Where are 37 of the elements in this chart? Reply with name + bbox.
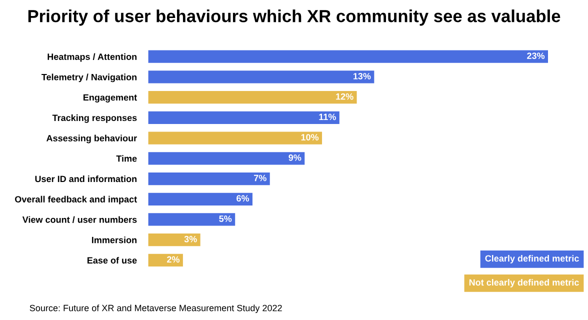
- bar: [148, 132, 322, 144]
- bar: [148, 192, 252, 206]
- y-tick-label: Telemetry / Navigation: [42, 74, 137, 82]
- data-label: 10%: [301, 134, 319, 140]
- y-tick-label: Overall feedback and impact: [15, 196, 137, 204]
- bar: [148, 70, 374, 84]
- y-tick-label: Heatmaps / Attention: [48, 53, 137, 62]
- source-note: Source: Future of XR and Metaverse Measurement Study 2022: [30, 304, 282, 314]
- y-tick-label: Assessing behaviour: [46, 134, 137, 144]
- y-tick-label: Tracking responses: [52, 114, 137, 123]
- bar: [148, 234, 200, 246]
- bar: [148, 213, 236, 226]
- y-tick-label: Immersion: [92, 236, 137, 244]
- data-label: 11%: [319, 114, 336, 120]
- bar: [148, 50, 548, 63]
- bar: [148, 254, 183, 267]
- y-tick-label: View count / user numbers: [22, 216, 137, 223]
- data-label: 7%: [254, 174, 266, 182]
- data-label: 2%: [167, 256, 180, 263]
- data-label: 12%: [336, 93, 354, 100]
- data-label: 3%: [184, 236, 197, 242]
- data-label: 9%: [288, 154, 302, 161]
- y-tick-label: Ease of use: [87, 256, 137, 264]
- text: Not clearly defined metric: [469, 278, 579, 288]
- data-label: 13%: [353, 72, 371, 80]
- bar: [148, 152, 305, 165]
- bar: [148, 172, 270, 186]
- data-label: 23%: [527, 52, 545, 60]
- chart-title: Priority of user behaviours which XR community see as valuable: [28, 10, 560, 26]
- data-label: 5%: [219, 216, 232, 222]
- text: Clearly defined metric: [485, 254, 579, 264]
- bar: [148, 90, 357, 104]
- data-label: 6%: [236, 195, 250, 202]
- bar: [148, 111, 340, 124]
- y-tick-label: Engagement: [83, 94, 137, 102]
- y-tick-label: Time: [116, 155, 137, 162]
- y-tick-label: User ID and information: [35, 175, 137, 182]
